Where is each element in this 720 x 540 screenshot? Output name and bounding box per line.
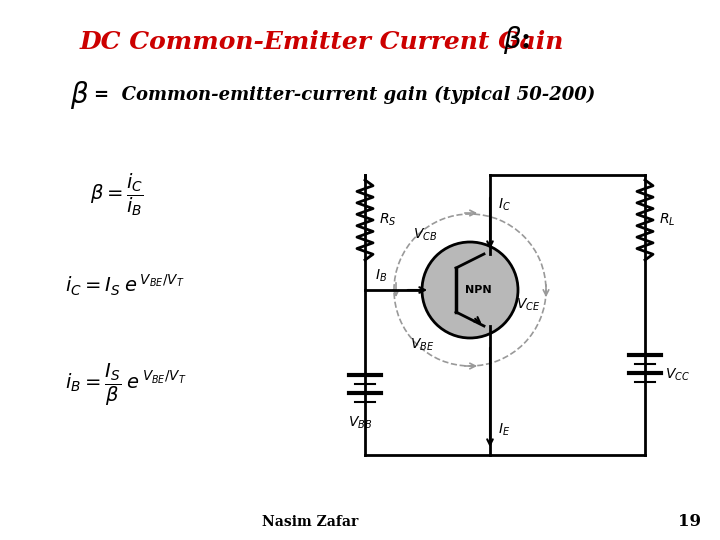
Text: DC Common-Emitter Current Gain: DC Common-Emitter Current Gain bbox=[80, 30, 564, 54]
Text: $\beta$:: $\beta$: bbox=[503, 24, 531, 56]
Text: $V_{BB}$: $V_{BB}$ bbox=[348, 415, 372, 431]
Text: NPN: NPN bbox=[464, 285, 491, 295]
Text: Nasim Zafar: Nasim Zafar bbox=[262, 515, 358, 529]
Text: $\beta = \dfrac{i_C}{i_B}$: $\beta = \dfrac{i_C}{i_B}$ bbox=[90, 172, 144, 218]
Text: 19: 19 bbox=[678, 514, 701, 530]
Text: $i_C = I_S\;e^{\,V_{BE}/V_T}$: $i_C = I_S\;e^{\,V_{BE}/V_T}$ bbox=[65, 272, 184, 298]
Text: $R_S$: $R_S$ bbox=[379, 212, 397, 228]
Text: $\beta$: $\beta$ bbox=[70, 79, 89, 111]
Circle shape bbox=[422, 242, 518, 338]
Text: $I_C$: $I_C$ bbox=[498, 197, 511, 213]
Text: $V_{BE}$: $V_{BE}$ bbox=[410, 337, 434, 353]
Text: $I_B$: $I_B$ bbox=[375, 268, 387, 284]
Text: $i_B = \dfrac{I_S}{\beta}\;e^{\,V_{BE}/V_T}$: $i_B = \dfrac{I_S}{\beta}\;e^{\,V_{BE}/V… bbox=[65, 362, 186, 408]
Text: $V_{CE}$: $V_{CE}$ bbox=[516, 297, 540, 313]
Text: =  Common-emitter-current gain (typical 50-200): = Common-emitter-current gain (typical 5… bbox=[94, 86, 595, 104]
Text: $R_L$: $R_L$ bbox=[659, 212, 675, 228]
Text: $V_{CB}$: $V_{CB}$ bbox=[413, 227, 437, 243]
Text: $V_{CC}$: $V_{CC}$ bbox=[665, 367, 690, 383]
Text: $I_E$: $I_E$ bbox=[498, 422, 510, 438]
